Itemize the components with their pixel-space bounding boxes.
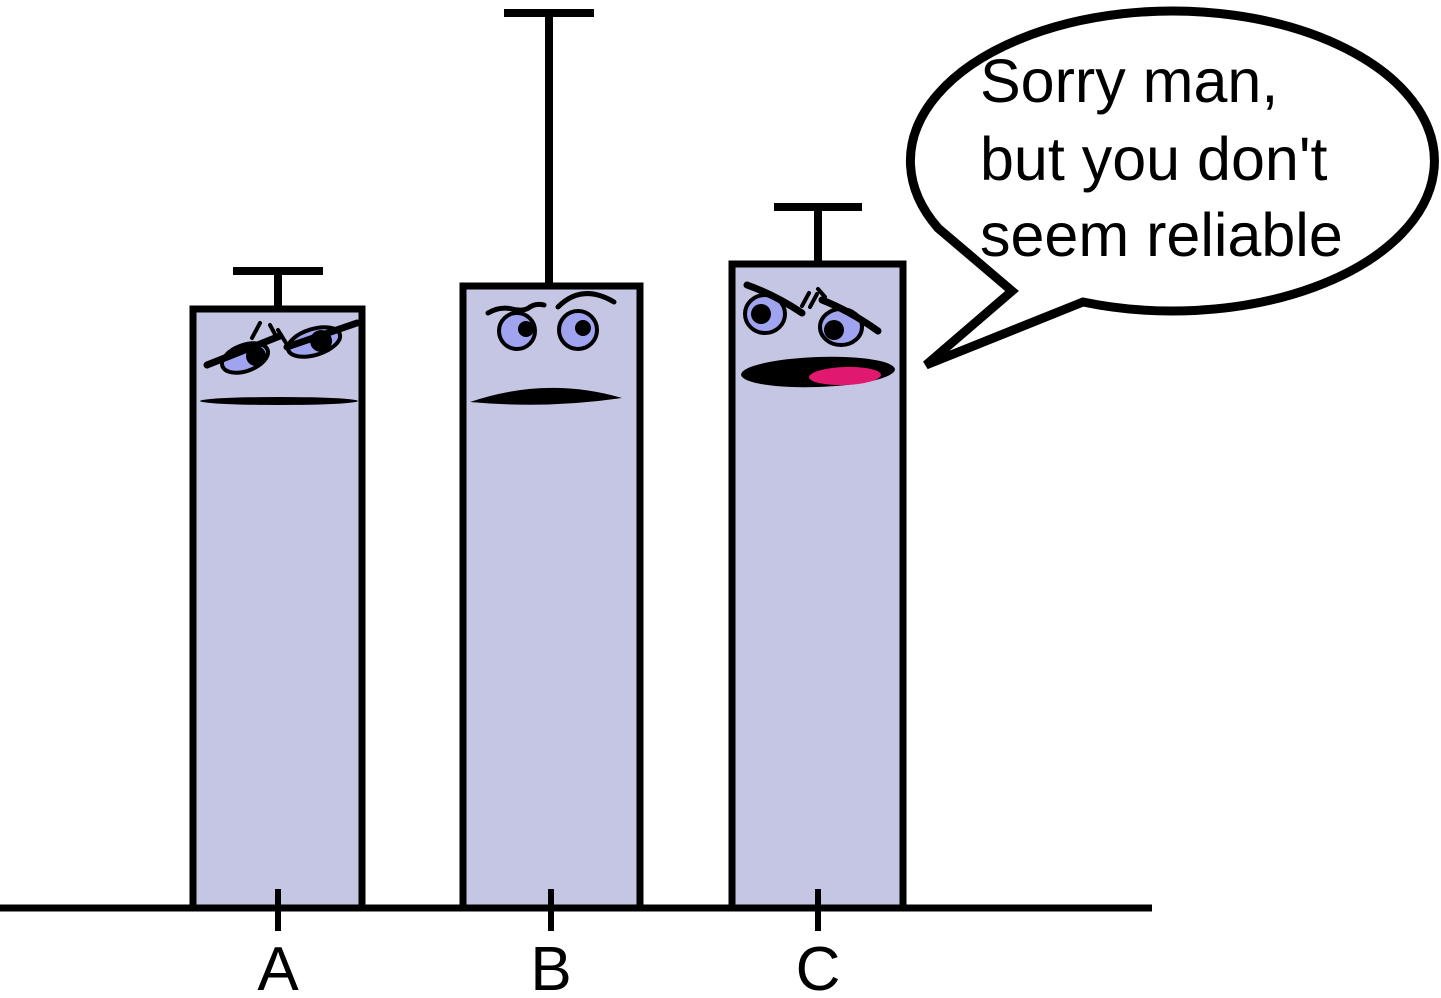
- bar-c-right-pupil: [824, 320, 844, 340]
- bar-a-left-eyebrow: [203, 332, 284, 369]
- bar-c-left-pupil: [751, 304, 771, 324]
- bar-b-left-eyebrow: [485, 301, 547, 316]
- x-axis-ticks: [275, 889, 821, 931]
- speech-bubble-outline: [905, 6, 1439, 370]
- bar-c-right-eyebrow: [818, 296, 882, 335]
- bar-c-irritation-marks: [800, 287, 827, 309]
- speech-bubble-line-3: seem reliable: [980, 201, 1343, 269]
- x-axis-label-b: B: [530, 935, 571, 998]
- speech-bubble-line-1: Sorry man,: [980, 47, 1278, 115]
- bar-c-tongue: [809, 366, 881, 386]
- bar-b-mouth: [470, 387, 622, 405]
- bar-b-face: [470, 291, 622, 405]
- x-axis-label-a: A: [257, 935, 299, 998]
- bar-c-left-eyebrow: [743, 281, 806, 317]
- bar-b-right-pupil: [575, 320, 591, 336]
- bar-a-face: [200, 319, 361, 405]
- speech-bubble-line-2: but you don't: [980, 125, 1327, 193]
- bar-a-mouth: [200, 397, 358, 405]
- x-axis-labels: A B C: [257, 935, 840, 998]
- x-axis-label-c: C: [796, 935, 841, 998]
- bar-b: [459, 282, 644, 912]
- error-bars: [233, 9, 862, 310]
- bar-c-face: [741, 281, 895, 388]
- bar-a-right-eyebrow: [283, 319, 361, 351]
- error-bar-c: [774, 203, 862, 266]
- bar-b-right-eyebrow: [555, 291, 617, 310]
- speech-bubble: Sorry man, but you don't seem reliable: [905, 6, 1439, 370]
- bar-b-left-pupil: [518, 321, 534, 337]
- bar-a-irritation-marks: [250, 321, 288, 345]
- error-bar-a: [233, 267, 323, 310]
- error-bar-b: [504, 9, 594, 288]
